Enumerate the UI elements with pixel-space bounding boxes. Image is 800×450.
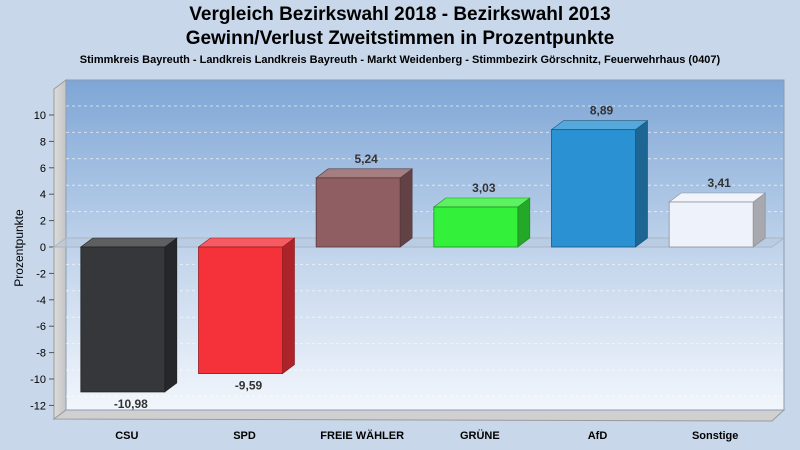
category-label: Sonstige (692, 430, 738, 442)
bar-csu (79, 237, 178, 393)
chart-title-line2: Gewinn/Verlust Zweitstimmen in Prozentpu… (185, 28, 615, 49)
bar-spd (197, 237, 296, 375)
bar-top (197, 237, 296, 248)
bar-front (198, 246, 283, 374)
value-label: -9,59 (235, 379, 263, 393)
bar-side (752, 192, 766, 248)
bar-top (315, 168, 414, 179)
y-tick-label: -12 (30, 400, 46, 412)
y-tick-label: -8 (36, 348, 46, 360)
y-tick-label: -6 (36, 321, 46, 333)
bar-front (551, 129, 636, 248)
category-label: CSU (115, 430, 138, 442)
value-label: 5,24 (354, 152, 378, 166)
y-tick-label: 6 (40, 163, 46, 175)
value-label: 3,41 (707, 176, 731, 190)
bar-top (550, 120, 649, 130)
bar-front (433, 206, 519, 248)
chart-subtitle: Stimmkreis Bayreuth - Landkreis Landkrei… (79, 54, 721, 66)
bar-sonstige (668, 192, 767, 248)
y-tick-label: -4 (36, 295, 46, 307)
bar-front (315, 177, 401, 248)
value-label: 8,89 (590, 104, 614, 118)
y-tick-label: 10 (34, 110, 46, 122)
bar-front (80, 246, 166, 393)
y-tick-label: -2 (36, 268, 46, 280)
bar-afd (550, 120, 649, 248)
bar-gr-ne (432, 197, 531, 248)
category-label: AfD (588, 430, 608, 442)
plot-floor (52, 409, 786, 422)
bar-freie-w-hler (315, 168, 414, 248)
bar-top (668, 192, 767, 203)
y-tick-label: 2 (40, 216, 46, 228)
value-label: -10,98 (114, 397, 148, 411)
y-tick-label: -10 (30, 374, 46, 386)
bar-side (164, 237, 178, 393)
y-tick-label: 0 (40, 242, 46, 254)
bar-side (635, 120, 648, 248)
y-tick-label: 4 (40, 189, 46, 201)
bar-side (399, 168, 413, 248)
bar-top (79, 237, 178, 248)
category-label: SPD (233, 430, 256, 442)
value-label: 3,03 (472, 181, 496, 195)
chart-title-line1: Vergleich Bezirkswahl 2018 - Bezirkswahl… (189, 4, 611, 25)
plot-left-wall (53, 79, 67, 420)
bar-side (282, 237, 295, 375)
bar-top (432, 197, 531, 208)
category-label: GRÜNE (460, 429, 500, 442)
y-tick-label: 8 (40, 136, 46, 148)
category-label: FREIE WÄHLER (320, 429, 404, 442)
bar-front (668, 201, 754, 248)
